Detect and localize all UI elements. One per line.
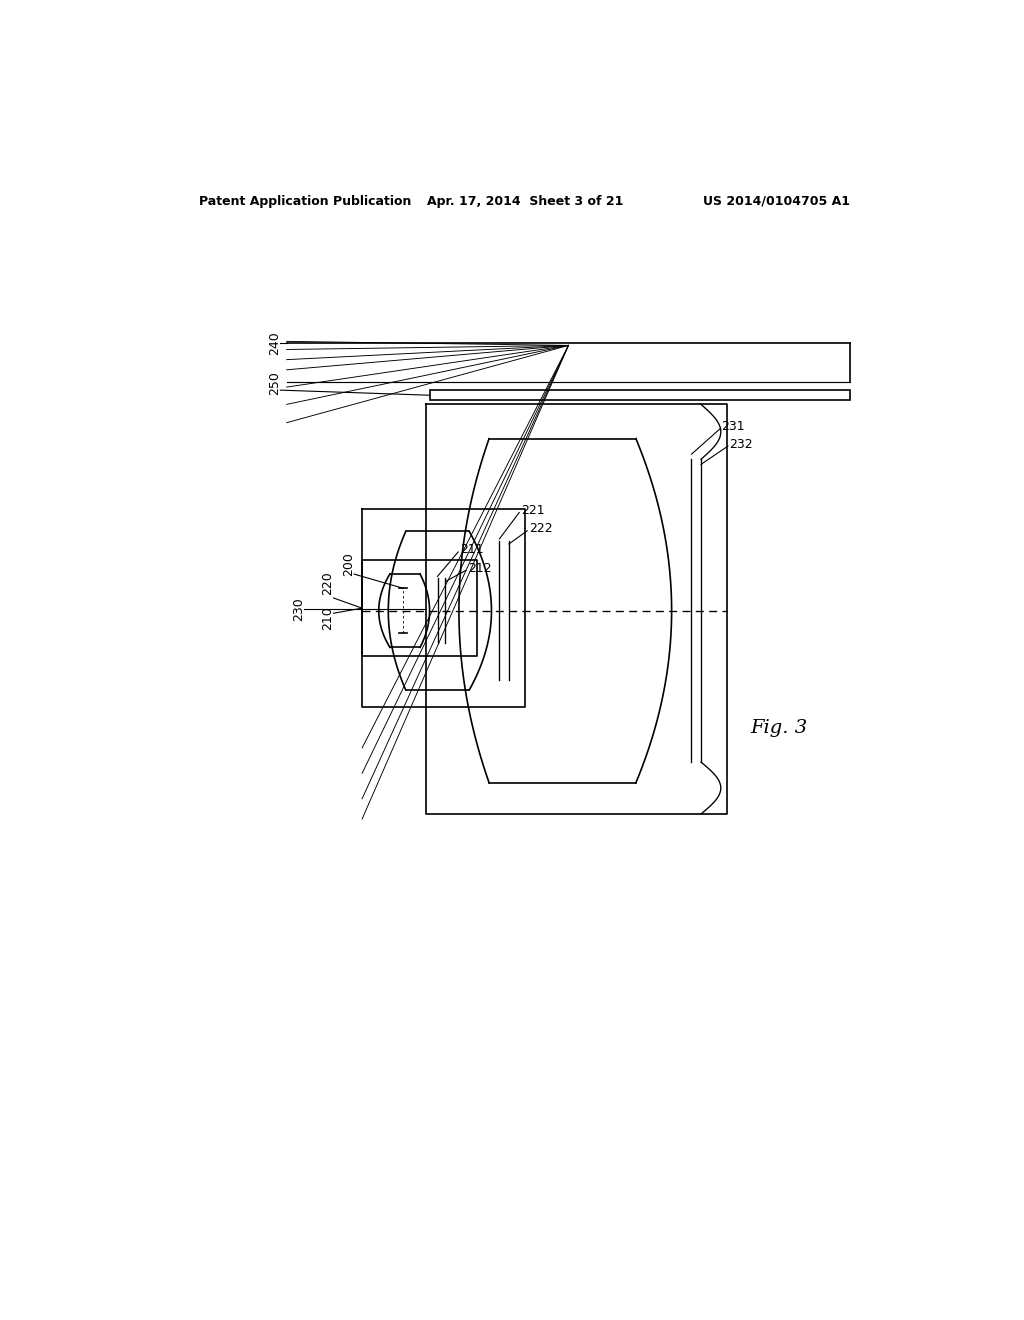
Text: 230: 230 (292, 597, 305, 620)
Text: 231: 231 (722, 420, 745, 433)
Text: 200: 200 (342, 552, 355, 576)
Text: 222: 222 (528, 523, 552, 535)
Text: 240: 240 (268, 331, 282, 355)
Text: Patent Application Publication: Patent Application Publication (200, 194, 412, 207)
Text: 221: 221 (521, 504, 545, 517)
Text: 210: 210 (322, 606, 335, 630)
Text: 250: 250 (268, 371, 282, 395)
Text: 232: 232 (729, 437, 754, 450)
Text: 211: 211 (460, 544, 483, 557)
Text: Apr. 17, 2014  Sheet 3 of 21: Apr. 17, 2014 Sheet 3 of 21 (427, 194, 623, 207)
Text: 212: 212 (468, 562, 492, 574)
Text: Fig. 3: Fig. 3 (751, 718, 807, 737)
Bar (430, 391, 850, 400)
Text: US 2014/0104705 A1: US 2014/0104705 A1 (703, 194, 850, 207)
Text: 220: 220 (322, 570, 335, 594)
